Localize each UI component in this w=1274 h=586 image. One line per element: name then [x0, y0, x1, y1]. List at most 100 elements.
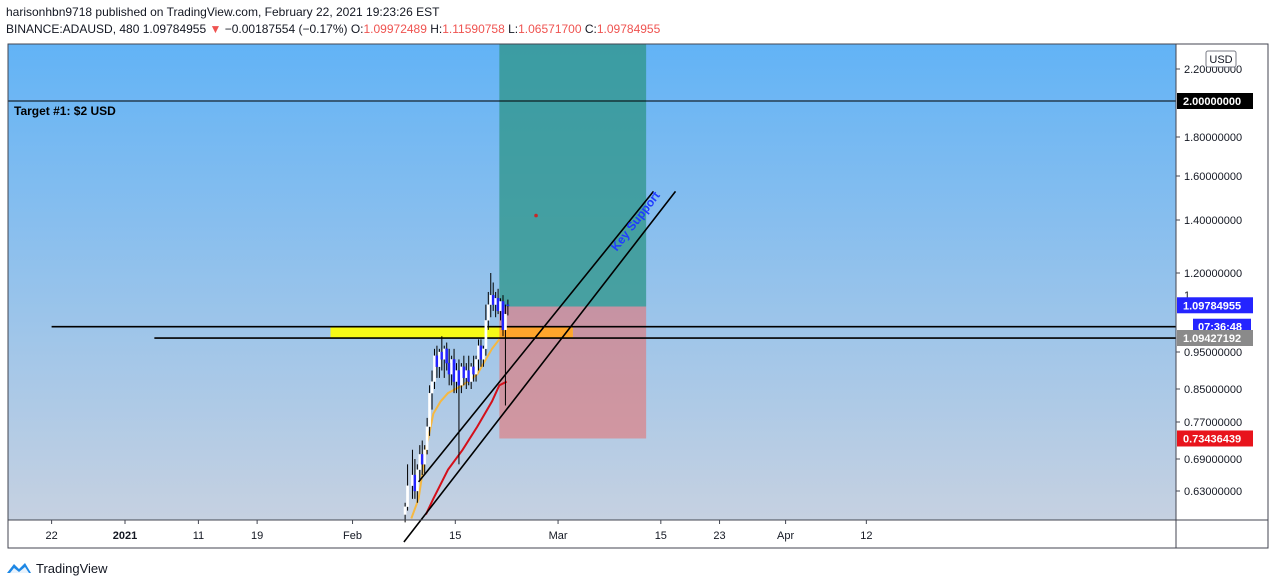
candle-body — [464, 370, 468, 379]
price-badge[interactable] — [1177, 93, 1253, 109]
candle[interactable] — [504, 304, 507, 406]
chart-header: harisonhbn9718 published on TradingView.… — [6, 4, 660, 38]
close-value: 1.09784955 — [596, 22, 661, 36]
candle-body — [499, 301, 502, 312]
open-label: O: — [350, 22, 364, 36]
price-badge-label: 1.09784955 — [1183, 300, 1241, 312]
candle-body — [416, 469, 419, 492]
candle[interactable] — [423, 445, 427, 475]
candle[interactable] — [445, 342, 449, 371]
low-value: 1.06571700 — [518, 22, 582, 36]
tradingview-logo-icon[interactable] — [6, 561, 32, 575]
price-badge[interactable] — [1177, 430, 1253, 447]
candle-body — [447, 362, 451, 375]
target-label[interactable]: Target #1: $2 USD — [14, 104, 116, 118]
candle[interactable] — [416, 464, 419, 503]
currency-label: USD — [1209, 54, 1232, 66]
candle-body — [440, 351, 444, 360]
price-tick-label: 1.80000000 — [1184, 132, 1242, 144]
candle-body — [411, 474, 414, 486]
candle-body — [479, 345, 483, 360]
price-badge[interactable] — [1177, 297, 1253, 314]
candle[interactable] — [428, 385, 431, 436]
candle[interactable] — [430, 370, 434, 410]
candle-body — [469, 366, 473, 382]
trendline[interactable] — [403, 190, 677, 543]
price-tick-label: 0.77000000 — [1184, 417, 1242, 429]
currency-button[interactable] — [1205, 50, 1237, 68]
candle-body — [460, 366, 463, 386]
profit-zone[interactable] — [499, 44, 647, 307]
ohlc-line: BINANCE:ADAUSD, 480 1.09784955 ▼ −0.0018… — [6, 21, 660, 38]
time-tick-label: 22 — [45, 530, 57, 542]
candle-body — [403, 506, 407, 515]
price-badge[interactable] — [1177, 330, 1253, 347]
time-tick-label: Feb — [343, 530, 362, 542]
candle[interactable] — [406, 464, 409, 511]
high-value: 1.11590758 — [442, 22, 505, 36]
open-value: 1.09972489 — [363, 22, 427, 36]
candle-body — [406, 485, 409, 507]
candle[interactable] — [484, 304, 488, 356]
price-badge-label: 1.09427192 — [1183, 333, 1241, 345]
candle[interactable] — [506, 299, 510, 316]
candle-body — [438, 351, 441, 367]
candle[interactable] — [486, 291, 490, 330]
candle-body — [482, 348, 485, 360]
price-tick-label: 1.20000000 — [1184, 268, 1242, 280]
target-marker-dot — [534, 213, 538, 218]
time-tick-label: 15 — [655, 530, 667, 542]
price-tick-label: 0.95000000 — [1184, 347, 1242, 359]
published-text: published on TradingView.com, February 2… — [95, 5, 440, 19]
time-tick-label: 19 — [251, 530, 263, 542]
candle-body — [504, 313, 507, 331]
candle-body — [462, 366, 466, 379]
candle-body — [428, 392, 431, 427]
time-tick-label: 2021 — [113, 530, 137, 542]
candle-body — [494, 298, 497, 305]
candle-body — [506, 304, 510, 306]
candle-body — [418, 454, 422, 470]
candle-body — [425, 426, 429, 450]
price-tick-label: 1.60000000 — [1184, 171, 1242, 183]
candle-body — [413, 474, 417, 492]
symbol-label[interactable]: BINANCE:ADAUSD, 480 — [6, 22, 140, 36]
candle-body — [442, 348, 446, 360]
candle-body — [489, 294, 493, 305]
price-tick-label: 0.69000000 — [1184, 454, 1242, 466]
time-tick-label: 11 — [193, 530, 204, 542]
ma-slow-line[interactable] — [424, 380, 508, 515]
candle-body — [445, 348, 449, 364]
candle-body — [501, 301, 505, 331]
publisher-name[interactable]: harisonhbn9718 — [6, 5, 93, 19]
trendline[interactable] — [417, 190, 655, 483]
candle[interactable] — [474, 355, 478, 382]
time-tick-label: Mar — [549, 530, 568, 542]
close-label: C: — [584, 22, 597, 36]
candle-body — [474, 359, 478, 375]
support-zone[interactable] — [330, 326, 573, 339]
down-arrow-icon: ▼ — [209, 22, 222, 36]
candle[interactable] — [482, 345, 485, 367]
time-axis-background[interactable] — [8, 520, 1176, 548]
candle-body — [455, 370, 458, 382]
candle-body — [457, 370, 461, 386]
candle[interactable] — [403, 502, 407, 523]
candle-body — [435, 355, 439, 367]
candle[interactable] — [433, 348, 436, 389]
price-tick-label: 0.85000000 — [1184, 384, 1242, 396]
time-tick-label: 15 — [449, 530, 461, 542]
high-label: H: — [430, 22, 443, 36]
publish-line: harisonhbn9718 published on TradingView.… — [6, 4, 660, 21]
time-tick-label: Apr — [777, 530, 794, 542]
time-tick-label: 23 — [713, 530, 725, 542]
candle-body — [420, 454, 424, 465]
candle-body — [496, 298, 500, 312]
candle[interactable] — [425, 417, 429, 455]
time-tick-label: 12 — [860, 530, 872, 542]
candle-body — [423, 449, 427, 465]
price-axis-background[interactable] — [1176, 44, 1268, 520]
footer: TradingView — [6, 558, 108, 578]
footer-brand[interactable]: TradingView — [36, 560, 108, 576]
